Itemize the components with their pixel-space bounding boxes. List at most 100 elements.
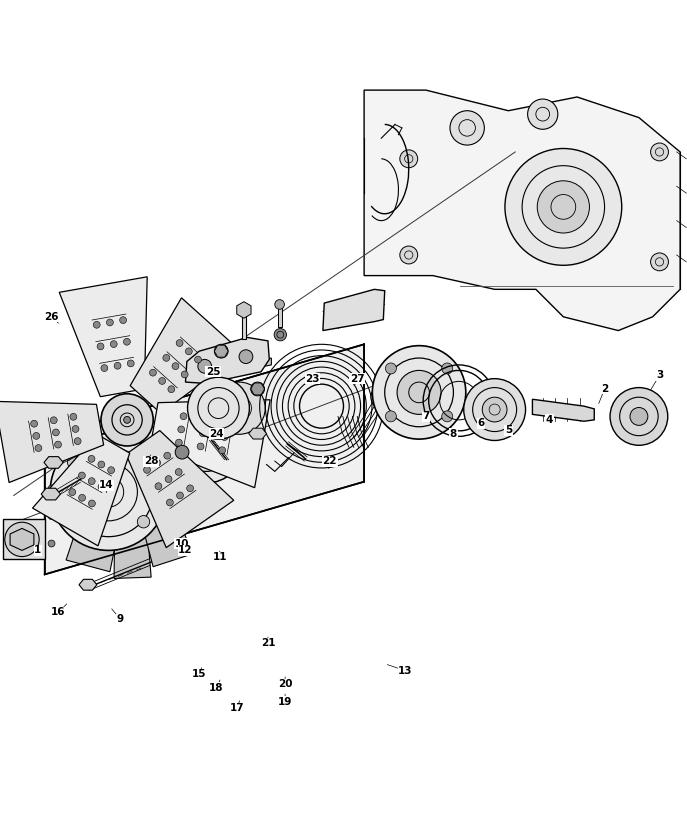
Circle shape bbox=[137, 456, 150, 468]
Circle shape bbox=[176, 339, 183, 346]
Circle shape bbox=[101, 394, 153, 446]
Circle shape bbox=[442, 411, 453, 422]
Polygon shape bbox=[44, 457, 63, 468]
Circle shape bbox=[251, 382, 264, 396]
Text: 27: 27 bbox=[350, 373, 365, 383]
Circle shape bbox=[35, 444, 42, 452]
Circle shape bbox=[89, 500, 95, 507]
Text: 5: 5 bbox=[505, 425, 512, 435]
Circle shape bbox=[165, 476, 172, 482]
Circle shape bbox=[385, 411, 396, 422]
Circle shape bbox=[400, 246, 418, 264]
Text: 21: 21 bbox=[260, 638, 275, 648]
Text: 2: 2 bbox=[601, 384, 608, 394]
Circle shape bbox=[218, 447, 225, 453]
Polygon shape bbox=[237, 301, 251, 318]
Circle shape bbox=[371, 385, 396, 410]
Circle shape bbox=[74, 438, 81, 444]
Circle shape bbox=[33, 433, 40, 439]
Circle shape bbox=[385, 363, 396, 374]
Circle shape bbox=[67, 456, 80, 468]
Circle shape bbox=[175, 468, 182, 476]
Circle shape bbox=[88, 477, 95, 485]
Circle shape bbox=[163, 354, 170, 361]
Polygon shape bbox=[185, 338, 269, 383]
Text: 1: 1 bbox=[34, 545, 41, 555]
Circle shape bbox=[198, 359, 212, 373]
Circle shape bbox=[177, 492, 183, 499]
Circle shape bbox=[175, 445, 189, 459]
Circle shape bbox=[52, 429, 59, 436]
Text: 22: 22 bbox=[322, 456, 337, 466]
Circle shape bbox=[537, 181, 589, 233]
Polygon shape bbox=[122, 440, 192, 567]
Circle shape bbox=[101, 364, 108, 372]
Circle shape bbox=[179, 460, 188, 469]
Text: 18: 18 bbox=[209, 683, 224, 693]
Circle shape bbox=[97, 343, 104, 350]
Circle shape bbox=[185, 348, 192, 354]
Circle shape bbox=[98, 461, 104, 468]
Text: 17: 17 bbox=[229, 704, 245, 714]
Circle shape bbox=[88, 455, 95, 463]
Circle shape bbox=[108, 467, 115, 473]
Circle shape bbox=[505, 149, 622, 265]
Circle shape bbox=[179, 421, 188, 430]
Circle shape bbox=[651, 143, 668, 161]
Text: 26: 26 bbox=[44, 312, 59, 322]
Circle shape bbox=[124, 339, 131, 345]
Circle shape bbox=[180, 413, 187, 420]
Text: 16: 16 bbox=[51, 607, 66, 617]
Text: 3: 3 bbox=[656, 370, 663, 380]
Polygon shape bbox=[150, 400, 270, 487]
Circle shape bbox=[397, 370, 441, 415]
Circle shape bbox=[199, 430, 206, 437]
Circle shape bbox=[48, 513, 55, 520]
Polygon shape bbox=[10, 529, 34, 550]
Circle shape bbox=[137, 515, 150, 528]
Circle shape bbox=[442, 363, 453, 374]
Text: 14: 14 bbox=[99, 480, 114, 490]
Circle shape bbox=[610, 387, 668, 445]
Circle shape bbox=[155, 482, 162, 490]
Text: 20: 20 bbox=[278, 679, 293, 690]
Circle shape bbox=[93, 321, 100, 328]
Polygon shape bbox=[45, 344, 364, 574]
Circle shape bbox=[224, 421, 234, 430]
Circle shape bbox=[275, 300, 284, 309]
Text: 4: 4 bbox=[546, 415, 553, 425]
Polygon shape bbox=[249, 428, 267, 439]
Circle shape bbox=[154, 459, 161, 466]
Text: 7: 7 bbox=[423, 411, 429, 421]
Circle shape bbox=[202, 416, 209, 424]
Circle shape bbox=[78, 495, 85, 501]
Text: 19: 19 bbox=[278, 696, 292, 706]
Text: 8: 8 bbox=[450, 429, 457, 439]
Polygon shape bbox=[532, 399, 594, 421]
Polygon shape bbox=[323, 289, 385, 330]
Polygon shape bbox=[0, 401, 104, 482]
Circle shape bbox=[168, 407, 244, 483]
Polygon shape bbox=[3, 520, 45, 559]
Text: 24: 24 bbox=[209, 429, 224, 439]
Text: 23: 23 bbox=[305, 373, 320, 383]
Text: 10: 10 bbox=[174, 539, 190, 548]
Polygon shape bbox=[130, 298, 243, 413]
Text: 15: 15 bbox=[192, 669, 207, 679]
Circle shape bbox=[223, 420, 230, 427]
Polygon shape bbox=[114, 445, 151, 578]
Circle shape bbox=[239, 349, 253, 363]
Text: 9: 9 bbox=[117, 614, 124, 624]
Circle shape bbox=[69, 489, 76, 496]
Circle shape bbox=[114, 363, 121, 369]
Circle shape bbox=[5, 522, 39, 557]
Circle shape bbox=[168, 386, 174, 392]
Circle shape bbox=[175, 439, 182, 446]
Circle shape bbox=[194, 356, 201, 363]
Circle shape bbox=[528, 99, 558, 129]
Circle shape bbox=[67, 515, 80, 528]
Circle shape bbox=[72, 425, 79, 432]
Circle shape bbox=[213, 382, 265, 434]
Polygon shape bbox=[364, 90, 680, 330]
Circle shape bbox=[144, 467, 150, 473]
